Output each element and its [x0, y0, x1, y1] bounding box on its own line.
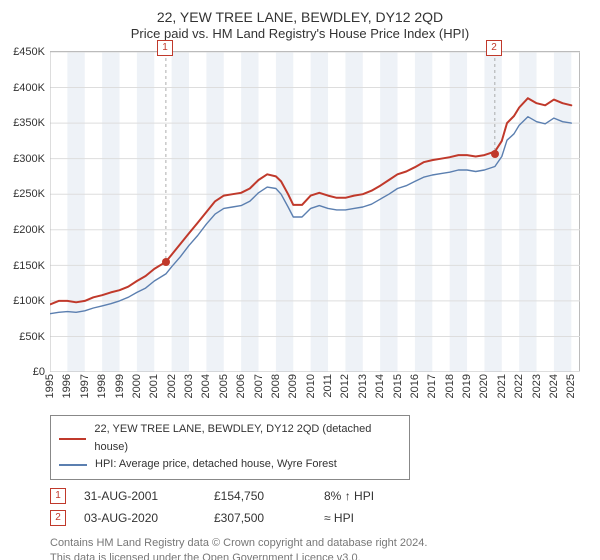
x-axis-label: 1995: [44, 374, 56, 398]
chart-legend: 22, YEW TREE LANE, BEWDLEY, DY12 2QD (de…: [50, 415, 410, 480]
x-axis-label: 2024: [548, 374, 560, 398]
y-axis-label: £250K: [13, 188, 45, 200]
x-axis-label: 2003: [183, 374, 195, 398]
y-axis-label: £450K: [13, 46, 45, 58]
x-axis-label: 2008: [270, 374, 282, 398]
x-axis-label: 2000: [131, 374, 143, 398]
sale-row: 2 03-AUG-2020£307,500 HPI: [50, 510, 600, 526]
sale-marker-box: 1: [157, 40, 173, 56]
attribution-footer: Contains HM Land Registry data © Crown c…: [50, 536, 600, 560]
x-axis-label: 2018: [444, 374, 456, 398]
x-axis-label: 2005: [218, 374, 230, 398]
x-axis-label: 2016: [409, 374, 421, 398]
price-vs-hpi-chart: £0£50K£100K£150K£200K£250K£300K£350K£400…: [50, 51, 580, 371]
legend-row: 22, YEW TREE LANE, BEWDLEY, DY12 2QD (de…: [59, 421, 401, 456]
x-axis-label: 2023: [531, 374, 543, 398]
sale-price: £307,500: [214, 511, 324, 525]
x-axis-label: 1998: [96, 374, 108, 398]
x-axis-label: 2022: [513, 374, 525, 398]
x-axis-label: 2010: [305, 374, 317, 398]
legend-label: HPI: Average price, detached house, Wyre…: [95, 456, 337, 474]
sale-vs-hpi: HPI: [324, 511, 414, 525]
y-axis-label: £100K: [13, 295, 45, 307]
x-axis-label: 2014: [374, 374, 386, 398]
y-axis-label: £400K: [13, 82, 45, 94]
x-axis-label: 2011: [322, 374, 334, 398]
y-axis-label: £150K: [13, 260, 45, 272]
sale-price: £154,750: [214, 489, 324, 503]
footer-line: Contains HM Land Registry data © Crown c…: [50, 536, 600, 551]
x-axis-label: 2006: [235, 374, 247, 398]
x-axis-label: 2020: [478, 374, 490, 398]
sale-marker-box: 2: [486, 40, 502, 56]
x-axis-label: 1997: [79, 374, 91, 398]
x-axis-label: 1996: [61, 374, 73, 398]
x-axis-label: 2015: [392, 374, 404, 398]
x-axis-label: 1999: [114, 374, 126, 398]
x-axis-label: 2021: [496, 374, 508, 398]
sales-table: 1 31-AUG-2001£154,7508% HPI 2 03-AUG-2020£3…: [50, 488, 600, 526]
x-axis-label: 2009: [287, 374, 299, 398]
legend-swatch: [59, 464, 87, 466]
y-axis-label: £350K: [13, 117, 45, 129]
page-title: 22, YEW TREE LANE, BEWDLEY, DY12 2QD: [0, 0, 600, 26]
x-axis-label: 2007: [253, 374, 265, 398]
sale-point-dot: [491, 150, 499, 158]
page-subtitle: Price paid vs. HM Land Registry's House …: [0, 26, 600, 45]
y-axis-label: £200K: [13, 224, 45, 236]
x-axis-label: 2017: [426, 374, 438, 398]
x-axis-label: 2001: [148, 374, 160, 398]
approx-icon: [324, 511, 331, 525]
legend-row: HPI: Average price, detached house, Wyre…: [59, 456, 401, 474]
sale-vs-hpi: 8% HPI: [324, 489, 414, 503]
y-axis-label: £50K: [19, 331, 45, 343]
x-axis-label: 2013: [357, 374, 369, 398]
sale-date: 03-AUG-2020: [84, 511, 214, 525]
arrow-up-icon: [345, 489, 351, 503]
x-axis-label: 2004: [200, 374, 212, 398]
x-axis-label: 2019: [461, 374, 473, 398]
legend-swatch: [59, 438, 86, 440]
legend-label: 22, YEW TREE LANE, BEWDLEY, DY12 2QD (de…: [94, 421, 401, 456]
sale-date: 31-AUG-2001: [84, 489, 214, 503]
sale-point-dot: [162, 258, 170, 266]
y-axis-label: £300K: [13, 153, 45, 165]
sale-marker-box: 2: [50, 510, 66, 526]
x-axis-label: 2002: [166, 374, 178, 398]
x-axis-label: 2025: [565, 374, 577, 398]
sale-row: 1 31-AUG-2001£154,7508% HPI: [50, 488, 600, 504]
sale-marker-box: 1: [50, 488, 66, 504]
x-axis-label: 2012: [339, 374, 351, 398]
footer-line: This data is licensed under the Open Gov…: [50, 551, 600, 560]
